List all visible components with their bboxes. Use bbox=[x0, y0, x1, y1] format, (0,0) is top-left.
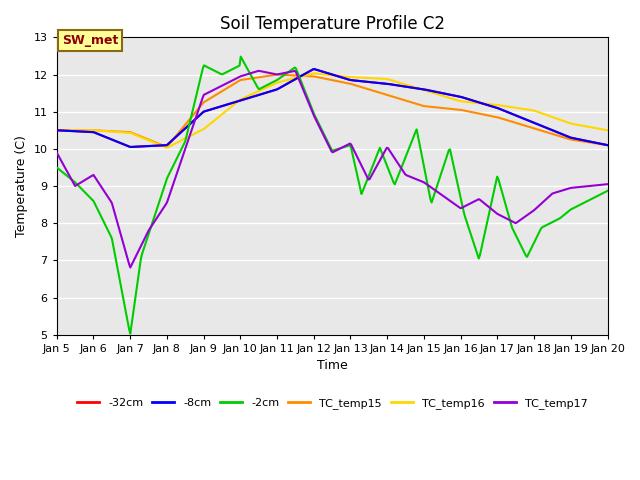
Text: SW_met: SW_met bbox=[62, 34, 118, 47]
Y-axis label: Temperature (C): Temperature (C) bbox=[15, 135, 28, 237]
X-axis label: Time: Time bbox=[317, 360, 348, 372]
Title: Soil Temperature Profile C2: Soil Temperature Profile C2 bbox=[220, 15, 445, 33]
Legend: -32cm, -8cm, -2cm, TC_temp15, TC_temp16, TC_temp17: -32cm, -8cm, -2cm, TC_temp15, TC_temp16,… bbox=[72, 394, 592, 414]
